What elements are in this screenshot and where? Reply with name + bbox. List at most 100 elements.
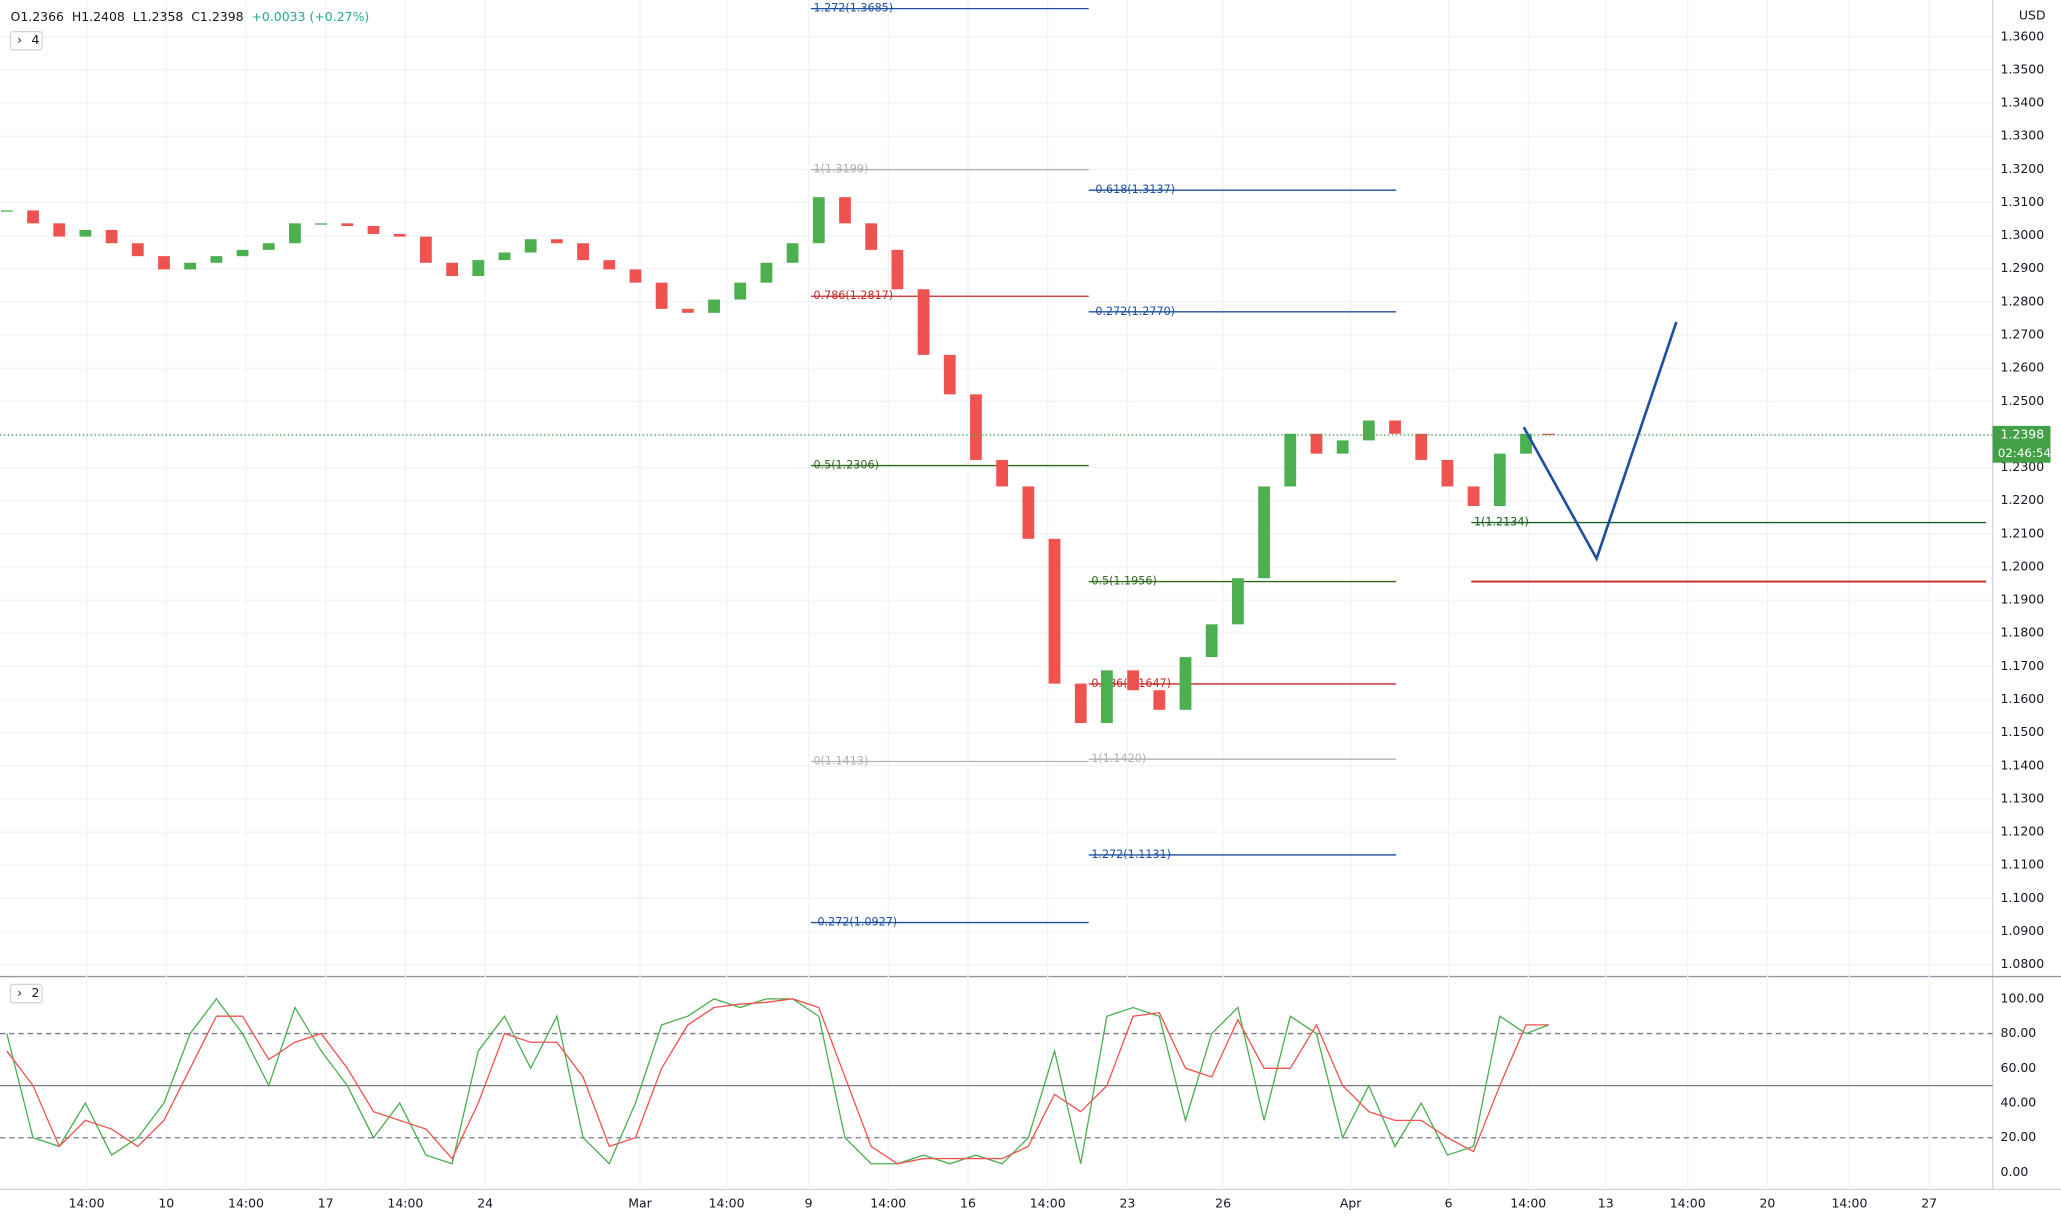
ohlc-item: +0.0033 (+0.27%) <box>251 9 369 24</box>
candle <box>603 260 616 270</box>
y-tick-label: 1.3600 <box>2001 28 2045 43</box>
x-tick-label: 14:00 <box>870 1195 906 1210</box>
candle <box>53 223 66 237</box>
x-tick-label: 14:00 <box>69 1195 105 1210</box>
y-tick-label: 1.2900 <box>2001 260 2045 275</box>
candle <box>27 210 39 224</box>
candle <box>1231 578 1244 625</box>
x-tick-label: 14:00 <box>1510 1195 1546 1210</box>
osc-toggle-count: 2 <box>32 985 40 1000</box>
x-tick-label: Apr <box>1340 1195 1362 1210</box>
y-tick-label: 1.2100 <box>2001 525 2045 540</box>
y-tick-label: 0.00 <box>2001 1164 2029 1179</box>
candle <box>446 262 458 277</box>
y-tick-label: 1.3400 <box>2001 95 2045 110</box>
candle <box>79 229 92 237</box>
x-tick-label: 13 <box>1598 1195 1614 1210</box>
candle <box>289 223 301 244</box>
fib-label: 0.5(1.2306) <box>813 459 878 472</box>
candle <box>1101 670 1113 724</box>
candle <box>1205 624 1218 658</box>
oscillator-line <box>6 997 1550 1165</box>
osc-toggle-arrow: › <box>17 985 22 1000</box>
osc-toggle-button[interactable] <box>9 983 43 1004</box>
y-tick-label: 100.00 <box>2001 990 2045 1005</box>
candle <box>1542 433 1555 436</box>
x-tick-label: 17 <box>318 1195 334 1210</box>
x-tick-label: 24 <box>477 1195 493 1210</box>
y-tick-label: 1.0800 <box>2001 956 2045 971</box>
y-tick-label: 1.2200 <box>2001 492 2045 507</box>
fib-label: 1(1.3199) <box>813 163 868 176</box>
candle <box>1179 657 1192 710</box>
x-tick-label: 20 <box>1759 1195 1775 1210</box>
candle <box>1520 433 1532 454</box>
y-tick-label: 1.2700 <box>2001 327 2045 342</box>
x-tick-label: 14:00 <box>1670 1195 1706 1210</box>
candle <box>158 256 170 270</box>
y-tick-label: 20.00 <box>2001 1129 2037 1144</box>
y-tick-label: 80.00 <box>2001 1025 2037 1040</box>
y-tick-label: 1.1100 <box>2001 857 2045 872</box>
projection-line <box>1522 321 1678 562</box>
last-price-box <box>1992 425 2051 463</box>
fib-label: 1.272(1.3685) <box>813 2 893 15</box>
candle <box>655 282 668 309</box>
y-tick-label: 1.3500 <box>2001 61 2045 76</box>
candle <box>734 282 747 300</box>
y-tick-label: 40.00 <box>2001 1095 2037 1110</box>
main-toggle-button[interactable] <box>9 30 43 51</box>
countdown-label: 02:46:54 <box>1998 446 2051 460</box>
fib-label: 0.5(1.1956) <box>1091 575 1156 588</box>
x-tick-label: 9 <box>805 1195 813 1210</box>
y-tick-label: 1.1800 <box>2001 625 2045 640</box>
y-tick-label: 1.1000 <box>2001 890 2045 905</box>
candle <box>210 256 223 263</box>
y-tick-label: 1.1200 <box>2001 824 2045 839</box>
candle <box>1153 690 1166 710</box>
candle <box>524 239 537 253</box>
y-tick-label: 1.2000 <box>2001 558 2045 573</box>
legend-header: O1.2366 H1.2408 L1.2358 C1.2398 +0.0033 (+0.… <box>9 7 2046 1004</box>
x-tick-label: 14:00 <box>1831 1195 1867 1210</box>
ohlc-item: H1.2408 <box>72 9 125 24</box>
candle <box>1022 486 1035 539</box>
candle <box>131 243 144 257</box>
x-tick-label: 14:00 <box>387 1195 423 1210</box>
last-price-label: 1.2398 <box>2001 427 2045 442</box>
candle <box>1362 420 1375 441</box>
candle <box>1127 670 1140 691</box>
candle <box>184 262 197 270</box>
y-tick-label: 1.0900 <box>2001 923 2045 938</box>
y-tick-label: 1.1400 <box>2001 757 2045 772</box>
main-toggle-arrow: › <box>17 32 22 47</box>
candle <box>262 243 275 250</box>
x-tick-label: 14:00 <box>228 1195 264 1210</box>
y-tick-label: 1.3000 <box>2001 227 2045 242</box>
candle <box>1310 433 1323 454</box>
candle <box>0 210 13 212</box>
candle <box>708 299 720 313</box>
main-toggle-count: 4 <box>32 32 40 47</box>
candle <box>472 260 485 277</box>
candle <box>315 223 328 225</box>
oscillator-line <box>6 998 1549 1165</box>
fib-label: 0.786(1.2817) <box>813 289 893 302</box>
candle <box>1284 433 1297 487</box>
candle <box>1258 486 1270 579</box>
y-tick-label: 1.3100 <box>2001 194 2045 209</box>
candle <box>367 225 380 234</box>
x-tick-label: 14:00 <box>709 1195 745 1210</box>
candle <box>498 252 511 261</box>
candle <box>943 354 956 395</box>
fib-label: 1.272(1.1131) <box>1091 848 1171 861</box>
candle <box>812 197 825 244</box>
candle <box>996 459 1009 487</box>
candle <box>1389 420 1401 434</box>
candle <box>970 394 982 460</box>
candle <box>550 239 563 244</box>
y-tick-label: 1.2800 <box>2001 293 2045 308</box>
candle <box>786 243 799 263</box>
